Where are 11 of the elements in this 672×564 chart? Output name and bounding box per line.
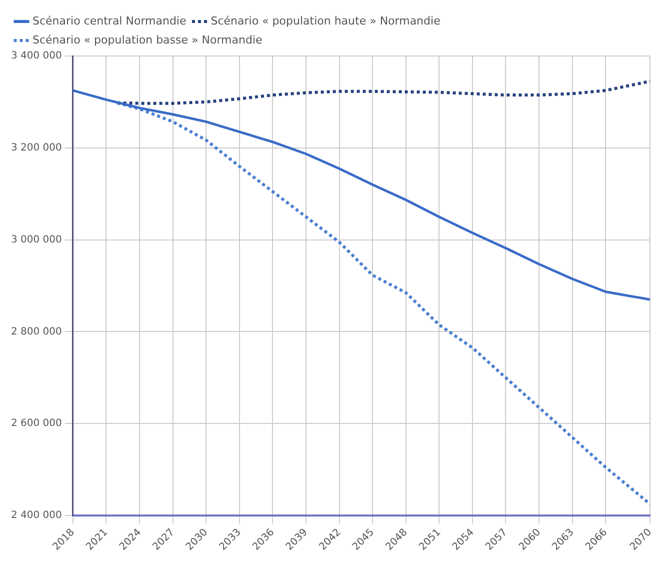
legend-label: Scénario « population basse » Normandie xyxy=(32,33,262,46)
y-tick-label: 3 000 000 xyxy=(10,234,62,246)
legend-label: Scénario central Normandie xyxy=(32,14,186,28)
y-tick-label: 2 600 000 xyxy=(10,418,62,430)
y-tick-label: 3 400 000 xyxy=(10,50,62,62)
line-series xyxy=(116,80,650,105)
legend-label: Scénario « population haute » Normandie xyxy=(210,14,441,28)
line-series xyxy=(116,101,650,506)
y-tick-label: 2 800 000 xyxy=(10,326,62,338)
y-tick-label: 2 400 000 xyxy=(10,510,62,522)
y-tick-label: 3 200 000 xyxy=(10,142,62,154)
